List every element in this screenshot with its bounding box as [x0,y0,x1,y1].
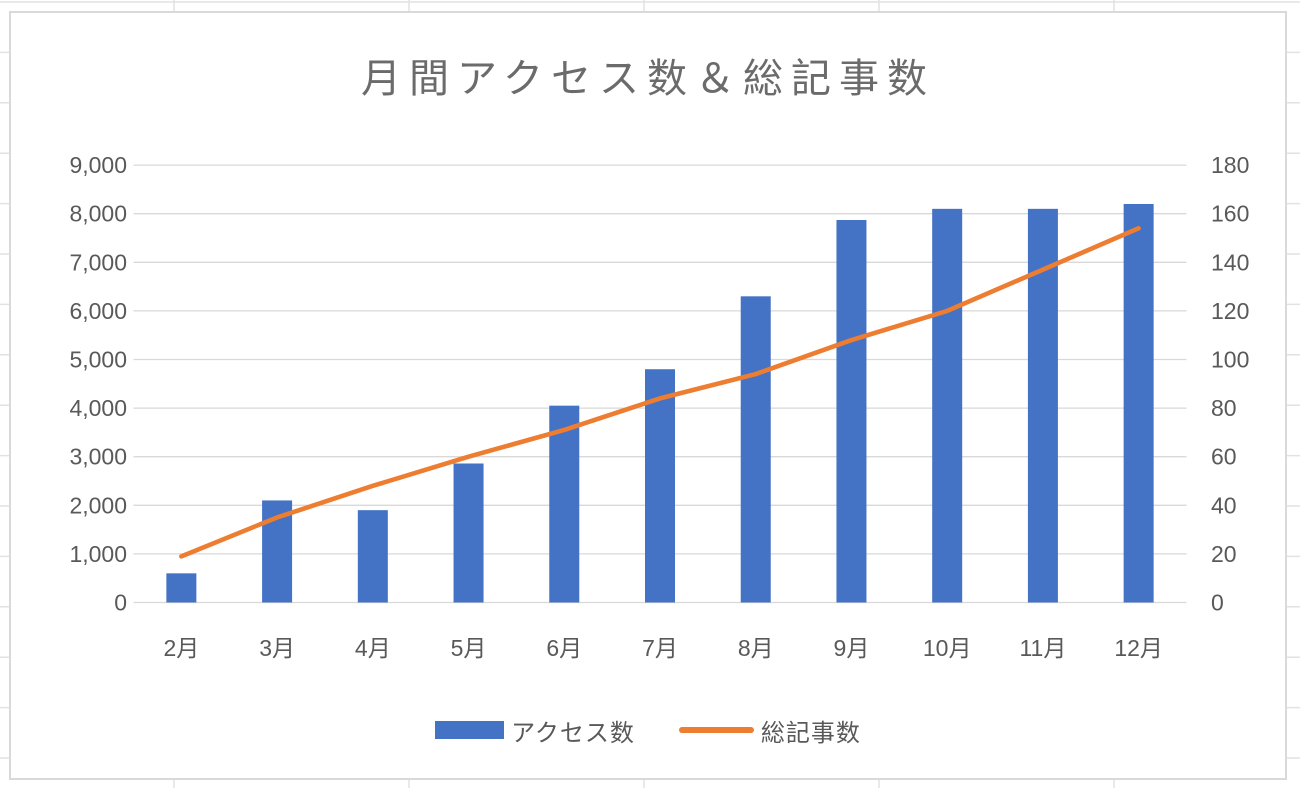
right-axis-tick-label[interactable]: 80 [1211,395,1237,421]
left-axis-tick-label[interactable]: 4,000 [69,395,127,421]
category-axis[interactable]: 2月 3月 4月 5月 6月 7月 8月 9月 10月 11月 12月 [163,635,1162,661]
left-axis-tick-label[interactable]: 3,000 [69,444,127,470]
bar-series[interactable] [166,203,1154,603]
left-axis-tick-label[interactable]: 6,000 [69,298,127,324]
bar-point[interactable] [740,296,771,603]
left-axis-tick-label[interactable]: 7,000 [69,249,127,275]
category-tick-label[interactable]: 4月 [355,635,391,661]
category-tick-label[interactable]: 6月 [546,635,582,661]
right-axis-tick-label[interactable]: 40 [1211,492,1237,518]
right-axis-tick-label[interactable]: 20 [1211,541,1237,567]
bar-point[interactable] [932,208,963,603]
category-tick-label[interactable]: 5月 [451,635,487,661]
category-tick-label[interactable]: 10月 [923,635,972,661]
right-axis-tick-label[interactable]: 140 [1211,249,1249,275]
right-axis-tick-label[interactable]: 180 [1211,152,1249,178]
left-axis-tick-label[interactable]: 1,000 [69,541,127,567]
bar-point[interactable] [1123,203,1154,603]
line-series-swatch [678,727,754,733]
bar-point[interactable] [453,463,484,603]
bar-point[interactable] [549,405,580,603]
category-tick-label[interactable]: 7月 [642,635,678,661]
left-axis-tick-label[interactable]: 0 [114,590,127,616]
right-axis-tick-label[interactable]: 160 [1211,201,1249,227]
category-tick-label[interactable]: 12月 [1114,635,1163,661]
chart-legend[interactable]: アクセス数 総記事数 [9,712,1287,748]
legend-label: アクセス数 [511,719,635,747]
right-axis-tick-label[interactable]: 100 [1211,347,1249,373]
line-series[interactable] [179,225,1141,559]
legend-item-articles[interactable]: 総記事数 [678,713,861,748]
category-tick-label[interactable]: 11月 [1019,635,1066,661]
bar-point[interactable] [166,573,197,603]
left-axis-tick-label[interactable]: 9,000 [69,152,127,178]
right-axis-tick-label[interactable]: 120 [1211,298,1249,324]
legend-item-access[interactable]: アクセス数 [435,713,635,748]
left-axis-tick-label[interactable]: 5,000 [69,347,127,373]
left-axis-tick-label[interactable]: 2,000 [69,492,127,518]
left-axis[interactable]: 0 1,000 2,000 3,000 4,000 5,000 6,000 7,000 8,00… [69,152,127,615]
category-tick-label[interactable]: 2月 [163,635,199,661]
category-tick-label[interactable]: 9月 [834,635,870,661]
category-tick-label[interactable]: 8月 [738,635,774,661]
legend-label: 総記事数 [760,719,861,747]
right-axis-tick-label[interactable]: 0 [1211,590,1224,616]
bar-point[interactable] [357,510,388,603]
bar-series-swatch [435,721,505,739]
left-axis-tick-label[interactable]: 8,000 [69,201,127,227]
right-axis[interactable]: 0 20 40 60 80 100 120 140 160 180 [1211,152,1249,615]
bar-point[interactable] [645,369,675,603]
chart-title[interactable]: 月間アクセス数＆総記事数 [361,57,935,101]
right-axis-tick-label[interactable]: 60 [1211,444,1237,470]
category-tick-label[interactable]: 3月 [259,635,295,661]
bar-point[interactable] [836,220,867,603]
